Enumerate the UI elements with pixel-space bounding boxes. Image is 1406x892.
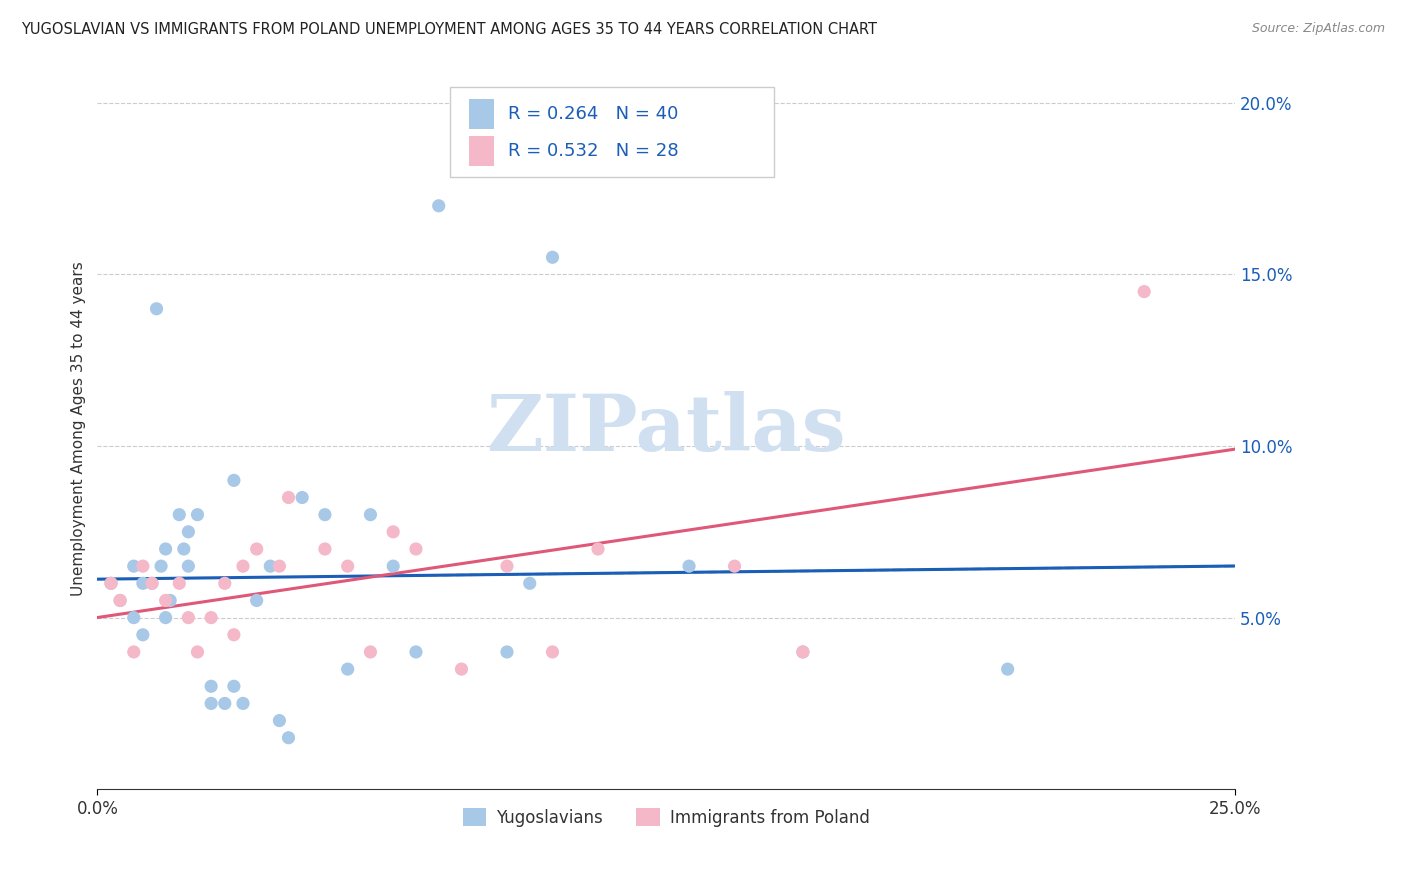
Point <box>496 559 519 574</box>
Point <box>269 559 291 574</box>
Point <box>277 491 299 505</box>
Point <box>259 559 281 574</box>
Point <box>155 541 177 556</box>
Point <box>450 662 472 676</box>
Point <box>997 662 1019 676</box>
Point <box>586 541 609 556</box>
Text: YUGOSLAVIAN VS IMMIGRANTS FROM POLAND UNEMPLOYMENT AMONG AGES 35 TO 44 YEARS COR: YUGOSLAVIAN VS IMMIGRANTS FROM POLAND UN… <box>21 22 877 37</box>
Y-axis label: Unemployment Among Ages 35 to 44 years: Unemployment Among Ages 35 to 44 years <box>72 261 86 596</box>
Point <box>186 645 208 659</box>
Point <box>145 301 167 316</box>
Point <box>214 576 236 591</box>
Point <box>100 576 122 591</box>
Point <box>200 697 222 711</box>
Point <box>169 576 191 591</box>
Point <box>382 559 405 574</box>
Point <box>359 508 381 522</box>
Point <box>222 628 245 642</box>
Point <box>200 679 222 693</box>
Point <box>169 508 191 522</box>
Text: R = 0.532   N = 28: R = 0.532 N = 28 <box>508 142 679 160</box>
Point <box>155 593 177 607</box>
Point <box>792 645 814 659</box>
Point <box>222 474 245 488</box>
Point <box>177 559 200 574</box>
Point <box>314 508 336 522</box>
Point <box>108 593 131 607</box>
Point <box>132 576 155 591</box>
Point <box>277 731 299 745</box>
Point <box>1133 285 1156 299</box>
Point <box>155 610 177 624</box>
Point <box>336 662 359 676</box>
Text: R = 0.264   N = 40: R = 0.264 N = 40 <box>508 105 679 123</box>
Point <box>314 541 336 556</box>
Point <box>496 645 519 659</box>
Point <box>150 559 173 574</box>
Point <box>232 697 254 711</box>
Point <box>122 610 145 624</box>
Point <box>246 593 269 607</box>
FancyBboxPatch shape <box>470 136 495 166</box>
Point <box>541 250 564 264</box>
Point <box>186 508 208 522</box>
Point <box>132 559 155 574</box>
Point <box>108 593 131 607</box>
Point <box>723 559 745 574</box>
Point <box>405 541 427 556</box>
Point <box>214 697 236 711</box>
Point <box>519 576 541 591</box>
Point <box>291 491 314 505</box>
Point <box>246 541 269 556</box>
Point <box>792 645 814 659</box>
Point <box>541 645 564 659</box>
Point <box>222 679 245 693</box>
FancyBboxPatch shape <box>470 99 495 129</box>
Point <box>122 559 145 574</box>
Point <box>359 645 381 659</box>
Point <box>177 610 200 624</box>
Legend: Yugoslavians, Immigrants from Poland: Yugoslavians, Immigrants from Poland <box>454 800 877 835</box>
Point <box>159 593 181 607</box>
Point <box>173 541 195 556</box>
Point <box>141 576 163 591</box>
FancyBboxPatch shape <box>450 87 775 177</box>
Point <box>382 524 405 539</box>
Point <box>427 199 450 213</box>
Point <box>405 645 427 659</box>
Point <box>678 559 700 574</box>
Text: ZIPatlas: ZIPatlas <box>486 391 846 467</box>
Point <box>100 576 122 591</box>
Point <box>132 628 155 642</box>
Point <box>177 524 200 539</box>
Point <box>336 559 359 574</box>
Point <box>269 714 291 728</box>
Point <box>141 576 163 591</box>
Point <box>122 645 145 659</box>
Text: Source: ZipAtlas.com: Source: ZipAtlas.com <box>1251 22 1385 36</box>
Point <box>200 610 222 624</box>
Point <box>232 559 254 574</box>
